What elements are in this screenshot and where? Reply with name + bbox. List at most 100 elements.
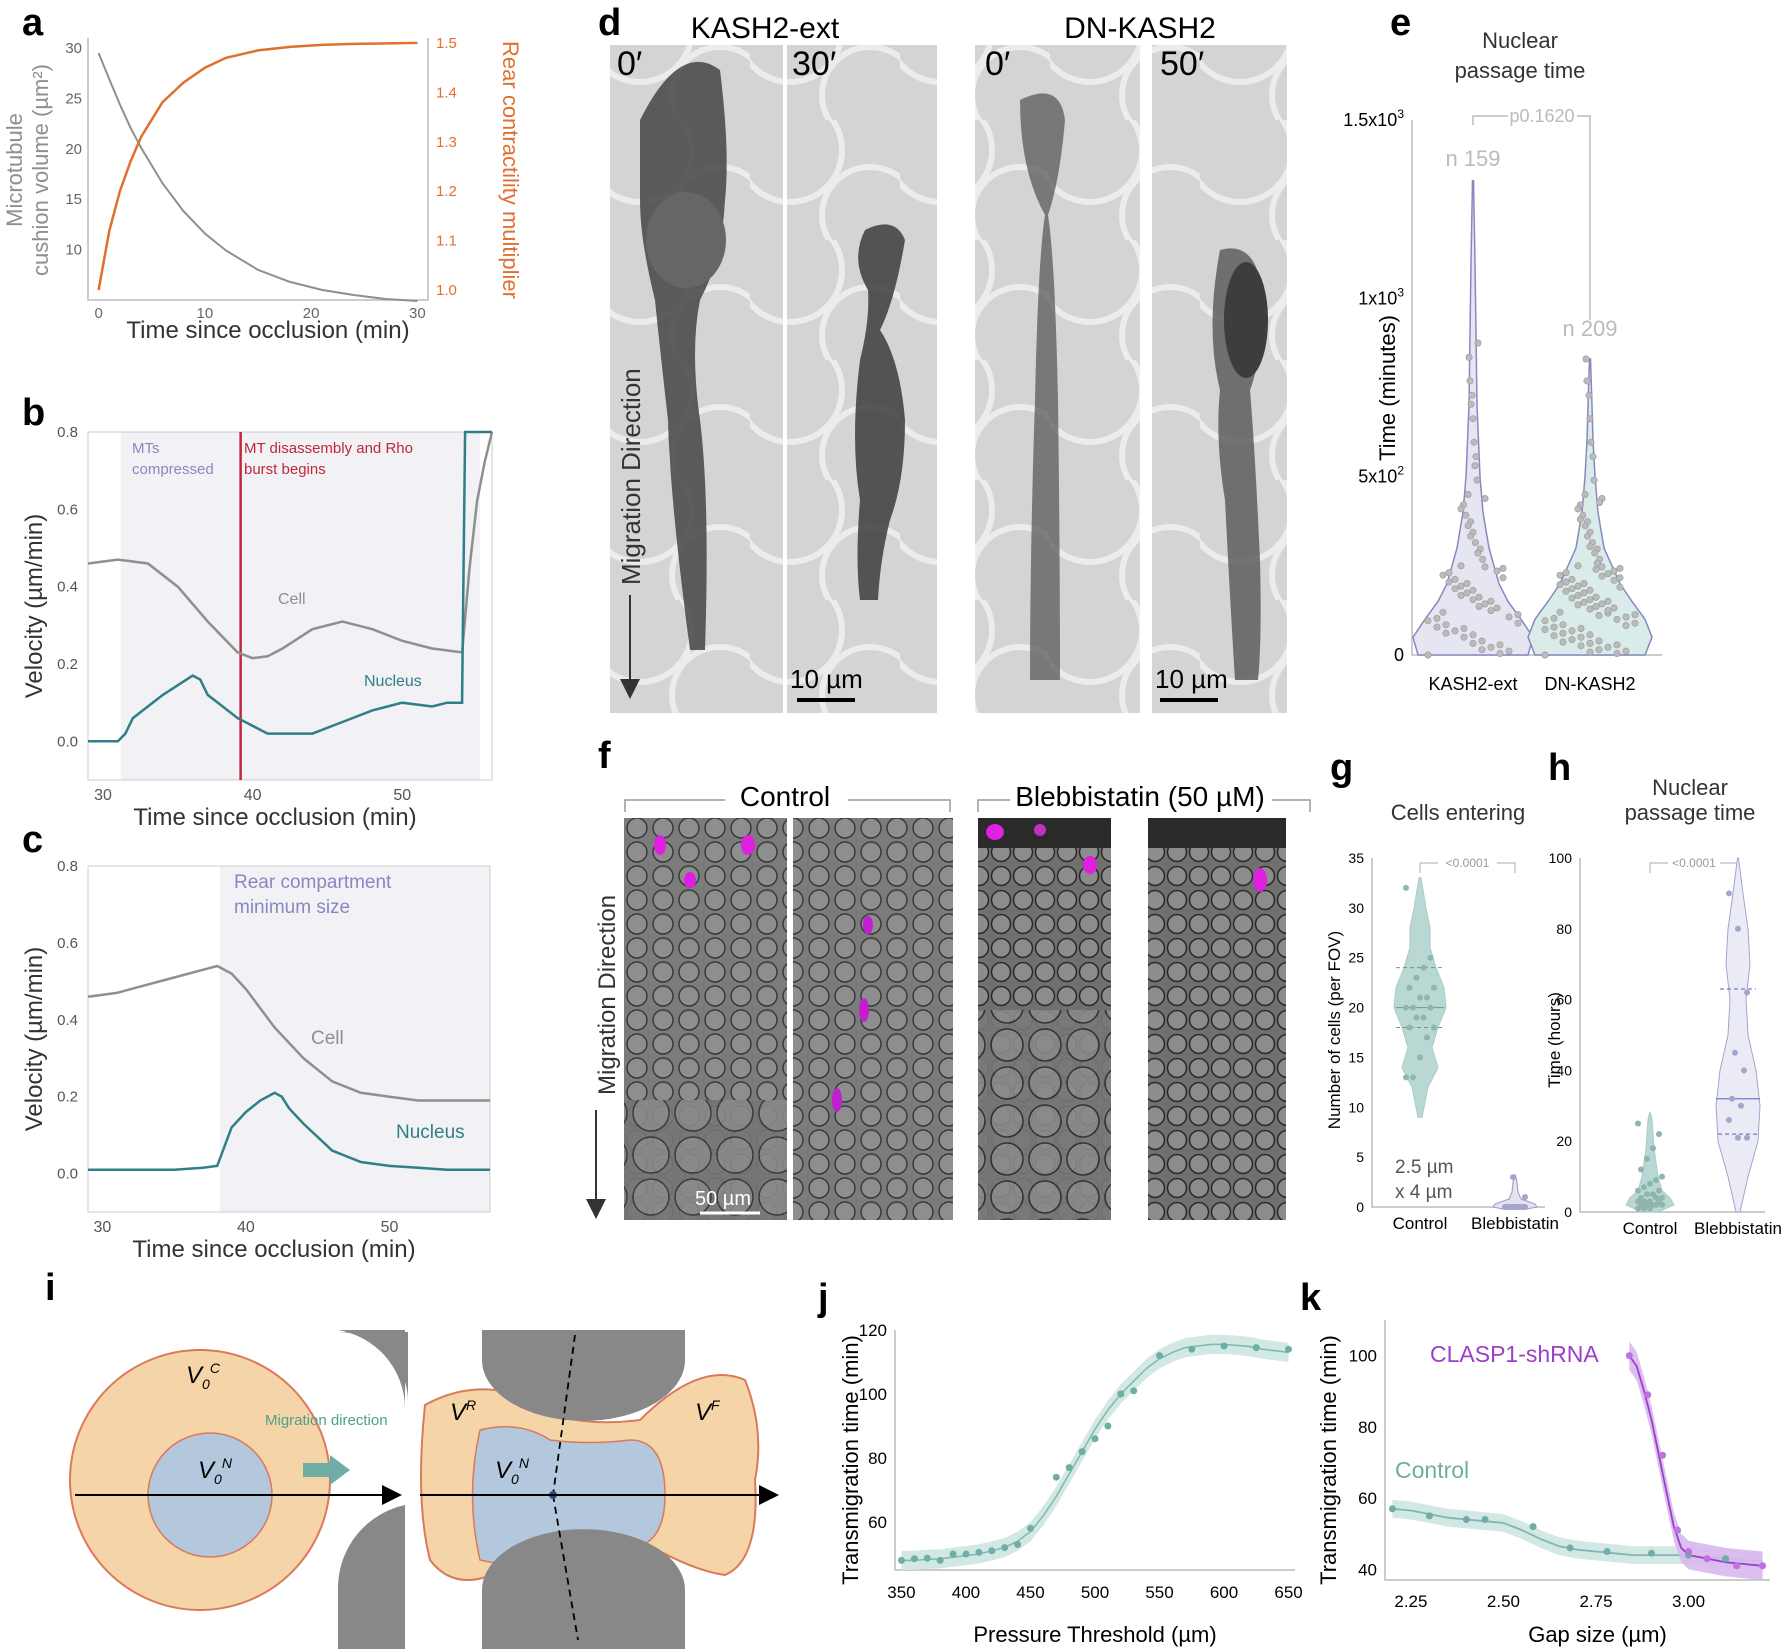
e-ylabel: Time (minutes) (1375, 315, 1400, 461)
i-label-vr: VR (450, 1397, 476, 1426)
e-xcat-0: KASH2-ext (1428, 674, 1517, 694)
j-ci-band (901, 1334, 1289, 1570)
e-dot-1-48 (1592, 602, 1600, 610)
g-dot-0-3 (1413, 974, 1420, 981)
panel-letter-e: e (1390, 2, 1411, 44)
e-dot-1-83 (1582, 355, 1590, 363)
g-dot-1-12 (1512, 1204, 1518, 1210)
g-pvalue-bracket (1419, 862, 1516, 873)
b-line-nucleus (88, 430, 492, 743)
e-dot-0-40 (1457, 591, 1465, 599)
a-ylabel-left-2: cushion volume (µm²) (28, 64, 53, 276)
b-border (87, 431, 493, 781)
j-point-14 (1091, 1435, 1099, 1443)
d-time-1: 0′ (617, 45, 642, 83)
g-dot-0-0 (1403, 884, 1409, 891)
h-ytick-4: 80 (1556, 921, 1572, 937)
chart-j: 350 400 450 500 550 600 650 60 80 100 120 Pressure … (838, 1321, 1303, 1647)
e-dot-1-85 (1590, 476, 1598, 484)
f-cell-9 (1083, 856, 1097, 874)
g-dot-0-13 (1406, 1024, 1413, 1031)
g-dot-0-11 (1420, 1014, 1427, 1021)
g-pvalue: <0.0001 (1446, 856, 1490, 870)
a-ytick-right-0: 1.0 (436, 282, 457, 299)
e-dot-0-60 (1473, 476, 1481, 484)
h-dot-0-23 (1659, 1201, 1665, 1208)
k-fit-line-1 (1628, 1355, 1763, 1567)
e-dot-1-16 (1622, 613, 1630, 621)
b-ylabel: Velocity (µm/min) (21, 514, 48, 699)
f-cell-4 (863, 916, 873, 934)
e-dot-0-30 (1481, 600, 1489, 608)
e-dot-0-15 (1469, 639, 1477, 647)
h-dot-0-7 (1647, 1180, 1653, 1187)
k-xtick-1: 2.50 (1487, 1592, 1520, 1611)
e-dot-1-24 (1613, 615, 1621, 623)
e-ytick-0: 0 (1394, 645, 1404, 665)
k-xlabel: Gap size (µm) (1528, 1622, 1667, 1647)
d-title-kash2ext: KASH2-ext (691, 12, 840, 45)
b-line-cell (87, 431, 494, 660)
e-dot-1-53 (1580, 598, 1588, 606)
e-dot-1-72 (1581, 522, 1589, 530)
e-dot-1-32 (1604, 597, 1612, 605)
e-dot-1-82 (1589, 453, 1597, 461)
d-cell-2 (855, 224, 905, 600)
e-n-label-0: n 159 (1445, 146, 1500, 171)
j-point-16 (1117, 1390, 1125, 1398)
e-dot-1-79 (1596, 498, 1604, 506)
e-dot-1-22 (1541, 625, 1549, 633)
chart-h: 0 20 40 60 80 100 Control Blebbistatin <0.0001 Nu… (1545, 775, 1782, 1238)
g-note-2: x 4 µm (1395, 1182, 1452, 1203)
f-cell-8 (1034, 824, 1046, 836)
g-ytick-0: 0 (1356, 1199, 1364, 1215)
i-label-vf: VF (695, 1397, 721, 1426)
j-ylabel: Transmigration time (min) (838, 1335, 863, 1585)
g-ytick-7: 35 (1348, 850, 1364, 866)
i-pillar-bottom-right (482, 1529, 685, 1649)
e-dot-1-84 (1586, 415, 1594, 423)
e-dot-1-59 (1592, 565, 1600, 573)
e-dot-0-50 (1481, 494, 1489, 502)
g-ytick-3: 15 (1348, 1049, 1364, 1065)
e-dot-1-77 (1576, 515, 1584, 523)
h-dot-1-1 (1735, 925, 1741, 932)
panel-letter-d: d (598, 2, 621, 44)
e-dot-0-48 (1462, 511, 1470, 519)
i-pillar-bottom-left (338, 1505, 405, 1649)
e-dot-1-61 (1574, 601, 1582, 609)
b-xtick-0: 30 (94, 787, 112, 804)
e-dot-0-2 (1496, 641, 1504, 649)
e-dot-0-29 (1457, 582, 1465, 590)
e-dot-1-5 (1622, 647, 1630, 655)
e-dot-0-34 (1445, 578, 1453, 586)
c-shade-label-2: minimum size (234, 897, 350, 918)
h-dot-0-2 (1650, 1145, 1656, 1152)
e-dot-1-15 (1586, 639, 1594, 647)
e-dot-1-0 (1541, 651, 1549, 659)
j-point-7 (988, 1547, 996, 1555)
h-dot-1-6 (1738, 1102, 1744, 1109)
e-dot-1-8 (1631, 611, 1639, 619)
f-image-2 (793, 818, 953, 1220)
panel-i-schematic: V0C V0N Migration direction VR VF V0N (69, 1330, 779, 1649)
b-vline-label-2: burst begins (244, 461, 326, 478)
e-dot-1-20 (1568, 636, 1576, 644)
k-point-clasp-2 (1659, 1451, 1667, 1459)
e-dot-1-75 (1584, 532, 1592, 540)
e-pvalue: p0.1620 (1509, 106, 1574, 126)
g-xcat-0: Control (1393, 1214, 1448, 1233)
chart-c: 30 40 50 0.0 0.2 0.4 0.6 0.8 Time since occlusio… (21, 858, 491, 1263)
e-dot-0-16 (1505, 613, 1513, 621)
panel-letter-b: b (22, 392, 45, 434)
e-dot-1-19 (1631, 619, 1639, 627)
j-point-12 (1065, 1464, 1073, 1472)
panel-letter-a: a (22, 2, 44, 44)
h-dot-1-4 (1741, 1067, 1747, 1074)
e-dot-0-57 (1472, 453, 1480, 461)
k-point-control-5 (1566, 1544, 1574, 1552)
panel-letter-c: c (22, 819, 43, 861)
e-dot-0-24 (1469, 586, 1477, 594)
k-point-clasp-7 (1759, 1562, 1767, 1570)
a-line-contractility (97, 41, 418, 291)
